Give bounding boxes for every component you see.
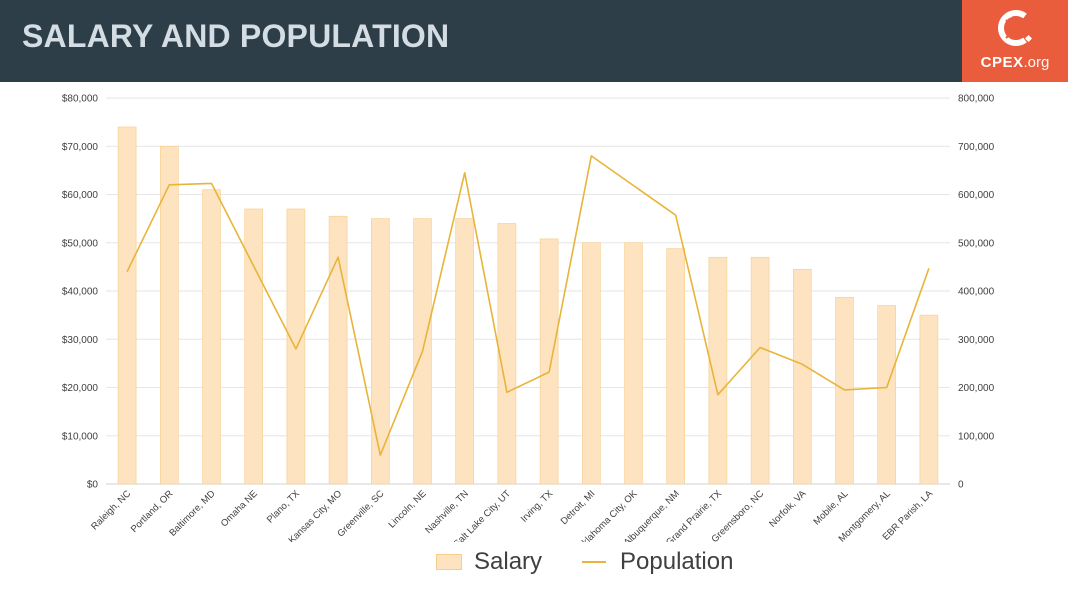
salary-bar <box>160 145 179 485</box>
salary-bar <box>455 218 475 485</box>
y-left-tick-label: $80,000 <box>62 94 99 105</box>
y-left-tick-label: $10,000 <box>62 431 99 442</box>
x-category-label: Irving, TX <box>519 488 556 525</box>
header-bar: SALARY AND POPULATION <box>0 0 962 82</box>
salary-bar <box>624 242 643 485</box>
legend-population-line <box>582 561 607 563</box>
y-left-tick-label: $50,000 <box>62 238 99 249</box>
brand-logo: CPEX.org <box>962 0 1068 82</box>
salary-bar <box>750 256 770 485</box>
y-right-tick-label: 800,000 <box>958 94 995 105</box>
legend-salary-swatch <box>436 554 462 570</box>
salary-bar <box>539 238 559 485</box>
x-category-label: Omaha NE <box>219 488 260 529</box>
brand-wordmark: CPEX.org <box>962 54 1068 71</box>
x-category-label: Portland, OR <box>129 488 176 535</box>
y-left-tick-label: $30,000 <box>62 335 99 346</box>
x-category-label: Raleigh, NC <box>89 488 133 532</box>
y-right-tick-label: 100,000 <box>958 431 995 442</box>
y-right-tick-label: 0 <box>958 480 964 491</box>
salary-bar <box>919 314 939 485</box>
population-line <box>126 155 930 456</box>
chart-legend: Salary Population <box>436 544 733 580</box>
legend-salary-label: Salary <box>474 548 543 575</box>
legend-population-label: Population <box>620 548 734 575</box>
salary-bar <box>497 223 517 485</box>
x-category-label: Plano, TX <box>265 488 303 526</box>
y-right-tick-label: 300,000 <box>958 335 995 346</box>
salary-bar <box>370 218 390 485</box>
salary-bar <box>286 208 306 485</box>
salary-bar <box>244 208 263 485</box>
salary-bar <box>117 126 137 485</box>
page-title: SALARY AND POPULATION <box>22 18 450 54</box>
y-right-tick-label: 500,000 <box>958 238 995 249</box>
y-left-tick-label: $40,000 <box>62 287 99 298</box>
salary-bar <box>877 305 897 485</box>
brand-suffix: .org <box>1023 54 1050 71</box>
salary-bar <box>666 248 686 485</box>
salary-bar <box>328 215 348 485</box>
x-category-label: Mobile, AL <box>811 488 850 527</box>
y-left-tick-label: $0 <box>87 480 99 491</box>
salary-bar <box>792 268 812 485</box>
y-left-tick-label: $20,000 <box>62 383 99 394</box>
cpex-logo-icon <box>998 10 1033 46</box>
salary-population-chart: $0 $10,000 $20,000 $30,000 $40,000 $50,000 $60… <box>62 94 995 543</box>
salary-bar <box>202 189 221 485</box>
y-right-tick-label: 400,000 <box>958 287 995 298</box>
y-right-tick-label: 600,000 <box>958 190 995 201</box>
salary-bar <box>708 256 728 485</box>
brand-name: CPEX <box>980 54 1024 71</box>
y-left-tick-label: $60,000 <box>62 190 99 201</box>
x-category-label: Norfolk, VA <box>767 488 809 530</box>
x-category-label: Lincoln, NE <box>386 488 428 530</box>
y-right-tick-label: 200,000 <box>958 383 995 394</box>
y-right-tick-label: 700,000 <box>958 142 995 153</box>
salary-bar <box>581 242 601 485</box>
y-left-tick-label: $70,000 <box>62 142 99 153</box>
x-category-label: Detroit, MI <box>559 488 598 527</box>
